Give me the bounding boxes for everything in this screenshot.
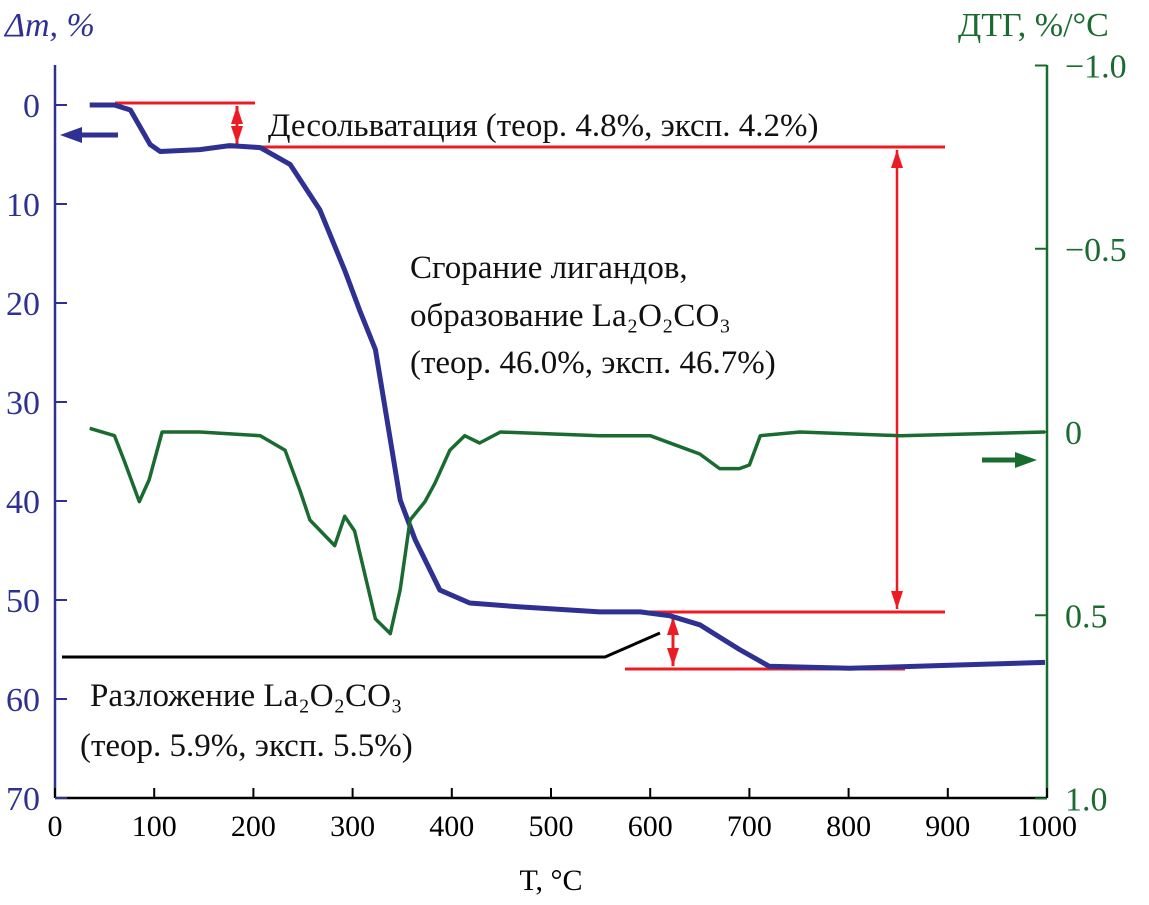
y-right-label: ДТГ, %/°C [958,7,1109,44]
y-left-tick-label: 50 [6,583,40,620]
y-left-label: Δm, % [3,7,95,44]
x-tick-label: 100 [132,810,177,843]
x-label: T, °C [519,864,582,897]
annotation-desolvation: Десольватация (теор. 4.8%, эксп. 4.2%) [268,108,818,144]
x-tick-label: 800 [826,810,871,843]
annotation-combustion-line3: (теор. 46.0%, эксп. 46.7%) [410,345,776,381]
x-tick-label: 500 [529,810,574,843]
x-tick-label: 1000 [1017,810,1077,843]
arrow-head-icon [891,150,903,168]
annotation-decomposition-line2: (теор. 5.9%, эксп. 5.5%) [80,728,413,764]
annotation-marks [60,101,1037,671]
y-right-tick-label: −0.5 [1065,232,1127,269]
annotation-combustion-line2: образование La₂O₂CO₃ [410,298,731,334]
arrow-head-icon [667,617,679,635]
arrow-right-icon [1015,452,1037,468]
arrow-head-icon [231,106,243,124]
series [89,102,1046,671]
dtg-curve [89,426,1046,636]
annotation-decomposition-line1: Разложение La₂O₂CO₃ [90,678,402,714]
y-left-tick-label: 40 [6,484,40,521]
x-tick-label: 0 [48,810,63,843]
arrow-head-icon [891,591,903,609]
y-right-tick-label: 1.0 [1065,782,1108,819]
y-left-tick-label: 10 [6,187,40,224]
y-left-tick-label: 0 [23,88,40,125]
y-right-tick-label: 0.5 [1065,598,1108,635]
decomposition-leader-line [62,631,661,659]
x-tick-label: 900 [925,810,970,843]
y-right-tick-label: 0 [1065,415,1082,452]
x-tick-label: 400 [429,810,474,843]
x-tick-label: 200 [231,810,276,843]
y-left-tick-label: 30 [6,385,40,422]
x-tick-label: 700 [727,810,772,843]
axes: 0 100 200 300 400 500 600 700 800 900 100001020304… [6,49,1127,844]
arrow-head-icon [667,648,679,666]
annotation-combustion-line1: Сгорание лигандов, [410,250,688,286]
arrow-left-icon [60,127,82,143]
y-left-tick-label: 20 [6,286,40,323]
y-right-tick-label: −1.0 [1065,49,1127,86]
arrow-head-icon [231,126,243,144]
y-left-tick-label: 70 [6,781,40,818]
y-left-tick-label: 60 [6,682,40,719]
x-tick-label: 300 [330,810,375,843]
tg-curve [89,102,1046,671]
x-tick-label: 600 [628,810,673,843]
